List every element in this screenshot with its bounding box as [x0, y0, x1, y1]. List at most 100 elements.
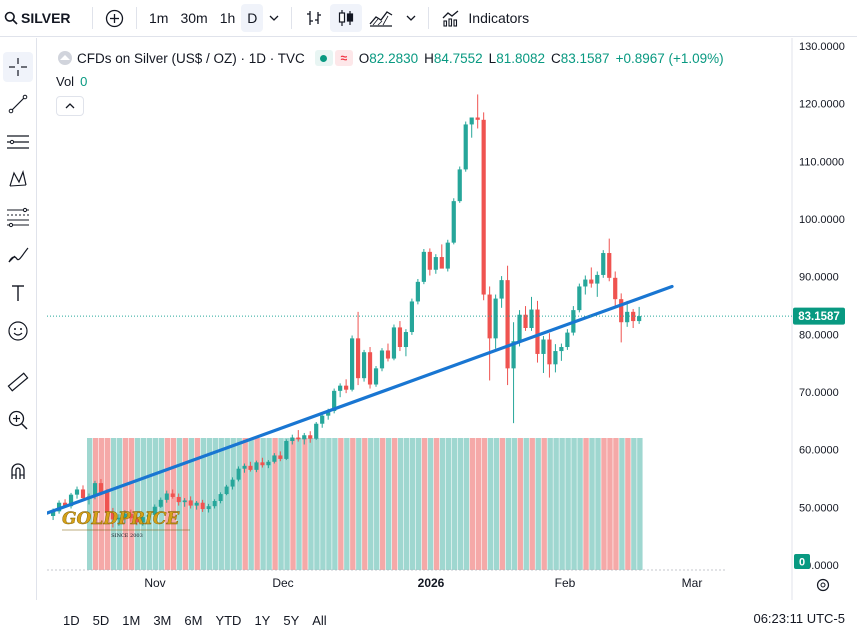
candle	[595, 271, 600, 297]
candle	[320, 413, 325, 428]
volume-bar	[607, 438, 613, 570]
area-chart-icon	[368, 8, 394, 28]
candle	[385, 343, 391, 362]
volume-label[interactable]: Vol	[56, 74, 75, 89]
candle-body	[182, 500, 187, 503]
candle-body	[475, 117, 480, 120]
candle-body	[373, 368, 379, 385]
price-tick-label: 60.0000	[799, 445, 839, 457]
volume-bar	[87, 438, 93, 570]
range-1d[interactable]: 1D	[63, 612, 80, 628]
volume-bar	[403, 438, 410, 570]
ruler-tool[interactable]	[3, 367, 33, 397]
range-5y[interactable]: 5Y	[283, 612, 300, 628]
range-ytd[interactable]: YTD	[215, 612, 242, 628]
range-1y[interactable]: 1Y	[254, 612, 271, 628]
interval-1m[interactable]: 1m	[149, 10, 169, 26]
delayed-data-icon[interactable]: ≈	[334, 50, 353, 66]
range-6m[interactable]: 6M	[184, 612, 203, 628]
settings-button[interactable]	[816, 578, 830, 592]
volume-bar	[206, 438, 212, 570]
chart-pane[interactable]: GOLDPRICE SINCE 2003 130.0000 120.0000 110…	[47, 38, 857, 600]
text-tool[interactable]	[3, 278, 33, 308]
clock-timezone[interactable]: 06:23:11 UTC-5	[753, 611, 845, 626]
indicators-button[interactable]: Indicators	[435, 4, 535, 32]
candle	[146, 511, 151, 521]
zoom-tool[interactable]	[3, 405, 33, 435]
price-tick-label: 110.0000	[799, 156, 844, 168]
candle-body	[535, 309, 540, 354]
brush-tool[interactable]	[3, 240, 33, 270]
candle	[344, 379, 349, 394]
price-badge-value: 83.1587	[798, 311, 840, 323]
candle-body	[326, 411, 331, 416]
candle-body	[68, 494, 74, 507]
high-value: 84.7552	[433, 50, 483, 66]
volume-bar	[601, 438, 607, 570]
interval-30m[interactable]: 30m	[180, 10, 208, 26]
legend-title[interactable]: CFDs on Silver (US$ / OZ) · 1D · TVC	[77, 50, 305, 66]
market-status-open[interactable]	[314, 50, 333, 66]
interval-1h[interactable]: 1h	[219, 10, 236, 26]
volume-bar	[356, 438, 362, 570]
candle	[427, 248, 432, 276]
volume-bar	[224, 438, 230, 570]
bar-chart-type-button[interactable]	[298, 4, 330, 32]
candle	[511, 322, 516, 424]
candle-body	[457, 169, 462, 202]
candles-chart-type-button[interactable]	[330, 4, 363, 32]
crosshair-tool[interactable]	[3, 52, 33, 82]
candle-body	[218, 494, 223, 501]
volume-bar	[427, 438, 434, 570]
chart-type-dropdown[interactable]	[400, 4, 422, 32]
compare-button[interactable]	[99, 4, 130, 32]
candle-body	[589, 279, 594, 284]
time-axis[interactable]: Nov Dec 2026 Feb Mar	[144, 576, 702, 590]
candle	[607, 238, 612, 282]
volume-bar	[409, 438, 416, 570]
volume-bar	[517, 438, 523, 570]
candle-body	[367, 352, 373, 385]
range-all[interactable]: All	[312, 612, 327, 628]
pattern-tool[interactable]	[3, 164, 33, 194]
gear-icon-center	[820, 582, 826, 588]
trendline-tool[interactable]	[3, 89, 33, 119]
fib-tool[interactable]	[3, 202, 33, 232]
range-3m[interactable]: 3M	[153, 612, 172, 628]
candle-body	[122, 513, 127, 518]
collapse-legend-button[interactable]	[56, 96, 84, 116]
divider	[92, 7, 93, 29]
time-tick-label: Feb	[555, 576, 576, 590]
candle-body	[397, 327, 403, 348]
magnet-tool[interactable]	[3, 456, 33, 486]
trendline[interactable]	[47, 284, 674, 515]
magnet-icon	[7, 460, 29, 482]
candle-body	[272, 455, 277, 462]
candle-body	[116, 517, 121, 520]
area-chart-type-button[interactable]	[362, 4, 400, 32]
emoji-tool[interactable]	[3, 316, 33, 346]
candle-body	[308, 435, 313, 439]
price-axis[interactable]: 130.0000 120.0000 110.0000 100.0000 90.0000 8…	[799, 41, 845, 572]
range-5d[interactable]: 5D	[92, 612, 110, 628]
candle	[565, 329, 570, 350]
symbol-search[interactable]: SILVER	[0, 0, 86, 37]
candle-body	[415, 281, 420, 302]
price-chart[interactable]: GOLDPRICE SINCE 2003 130.0000 120.0000 110…	[47, 38, 857, 600]
candle	[613, 271, 618, 307]
candle-body	[260, 462, 265, 466]
volume-bar	[230, 438, 236, 570]
candle-body	[403, 332, 409, 348]
volume-bar	[380, 438, 386, 570]
ohlc-bars-icon	[304, 8, 324, 28]
candle-body	[212, 500, 217, 507]
candle	[481, 112, 486, 301]
interval-dropdown[interactable]	[263, 4, 285, 32]
candle	[128, 509, 133, 522]
range-1m[interactable]: 1M	[122, 612, 141, 628]
volume-bar	[511, 438, 517, 570]
horizontal-lines-tool[interactable]	[3, 127, 33, 157]
volume-bar	[350, 438, 356, 570]
interval-d[interactable]: D	[241, 4, 264, 32]
